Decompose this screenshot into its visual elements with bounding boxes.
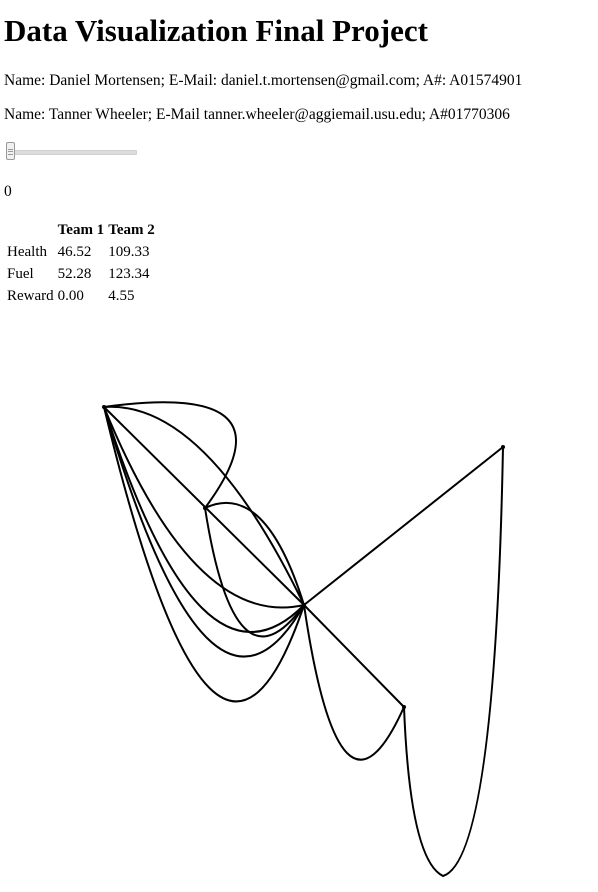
graph-edge <box>103 401 305 638</box>
team-2-value: 123.34 <box>108 266 150 282</box>
graph-edge <box>103 406 305 609</box>
page-title: Data Visualization Final Project <box>4 13 428 48</box>
time-slider[interactable] <box>6 142 137 162</box>
table-header-corner <box>6 220 55 240</box>
graph-node <box>402 705 406 709</box>
table-header-team-2: Team 2 <box>108 222 155 238</box>
table-row-fuel: Fuel 52.28 123.34 <box>6 264 156 284</box>
graph-edge <box>303 604 405 761</box>
graph-edge <box>103 405 305 606</box>
graph-edge <box>103 406 305 633</box>
graph-edge <box>103 406 305 658</box>
slider-thumb[interactable] <box>6 142 15 160</box>
graph-node <box>302 603 306 607</box>
author-info-1: Name: Daniel Mortensen; E-Mail: daniel.t… <box>4 72 523 89</box>
table-header-row: Team 1 Team 2 <box>6 220 156 240</box>
team-1-value: 46.52 <box>57 244 92 260</box>
row-label: Fuel <box>7 266 34 282</box>
graph-edge <box>303 446 504 606</box>
graph-edge <box>204 502 305 606</box>
table-header-team-1: Team 1 <box>57 222 105 238</box>
graph-edge <box>103 406 305 606</box>
team-1-value: 0.00 <box>57 288 84 304</box>
graph-edge <box>403 446 504 878</box>
table-row-reward: Reward 0.00 4.55 <box>6 286 156 306</box>
graph-node <box>203 506 207 510</box>
team-2-value: 109.33 <box>108 244 150 260</box>
graph-node <box>102 405 106 409</box>
graph-edge <box>103 406 305 703</box>
team-2-value: 4.55 <box>108 288 135 304</box>
row-label: Reward <box>7 288 54 304</box>
graph-edge <box>303 604 405 708</box>
team-stats-table: Team 1 Team 2 Health 46.52 109.33 Fuel 5… <box>4 218 158 308</box>
table-row-health: Health 46.52 109.33 <box>6 242 156 262</box>
author-info-2: Name: Tanner Wheeler; E-Mail tanner.whee… <box>4 106 510 123</box>
team-1-value: 52.28 <box>57 266 92 282</box>
row-label: Health <box>7 244 47 260</box>
slider-track[interactable] <box>6 150 137 155</box>
slider-value: 0 <box>4 183 12 200</box>
graph-node <box>501 445 505 449</box>
